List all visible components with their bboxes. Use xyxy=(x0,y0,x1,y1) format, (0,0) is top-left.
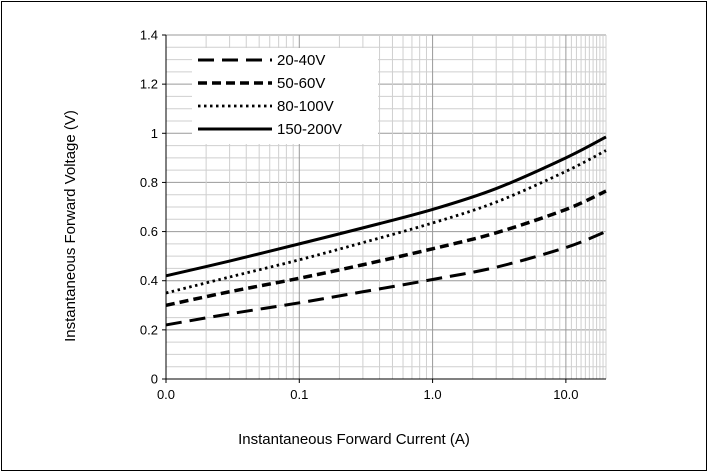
x-tick-label: 0.1 xyxy=(290,387,308,402)
legend-label: 80-100V xyxy=(277,98,334,115)
series-line-20-40V xyxy=(165,230,607,327)
y-tick-label: 0.6 xyxy=(140,224,158,239)
series-line-80-100V xyxy=(165,149,607,295)
series-lines xyxy=(165,135,607,327)
y-tick-label: 1 xyxy=(151,126,158,141)
x-tick-label: 0.0 xyxy=(157,387,175,402)
legend-label: 20-40V xyxy=(277,52,325,69)
x-axis-title: Instantaneous Forward Current (A) xyxy=(238,431,470,448)
y-tick-label: 1.2 xyxy=(140,77,158,92)
y-axis-title: Instantaneous Forward Voltage (V) xyxy=(62,110,79,342)
x-tick-label: 1.0 xyxy=(424,387,442,402)
x-tick-label: 10.0 xyxy=(553,387,578,402)
legend: 20-40V 50-60V 80-100V 150-200V xyxy=(192,48,378,144)
legend-label: 50-60V xyxy=(277,75,325,92)
series-line-50-60V xyxy=(165,189,607,307)
axes: 0 0.2 0.4 0.6 0.8 1 1.2 1.4 0.0 0.1 1.0 10.0 xyxy=(140,28,606,402)
series-line-150-200V xyxy=(165,135,607,278)
y-tick-label: 0.8 xyxy=(140,175,158,190)
y-tick-label: 1.4 xyxy=(140,28,158,43)
y-tick-label: 0 xyxy=(151,372,158,387)
y-tick-label: 0.2 xyxy=(140,322,158,337)
legend-label: 150-200V xyxy=(277,121,342,138)
y-tick-label: 0.4 xyxy=(140,273,158,288)
